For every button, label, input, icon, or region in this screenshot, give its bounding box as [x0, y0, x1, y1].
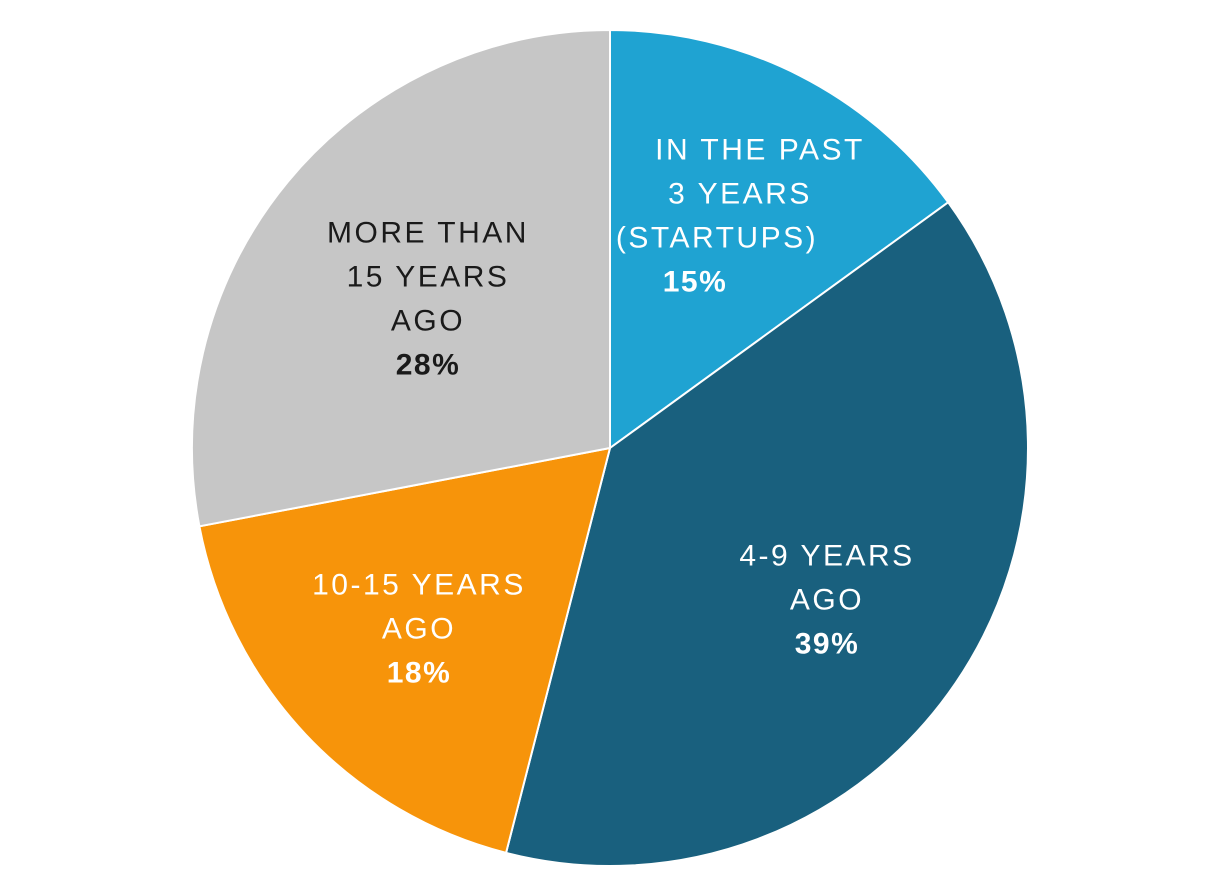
- slice-percent-3: 28%: [396, 349, 461, 382]
- slice-percent-1: 39%: [795, 628, 860, 661]
- slice-label-line: AGO: [391, 305, 465, 338]
- slice-label-line: AGO: [790, 584, 864, 617]
- slice-percent-2: 18%: [387, 657, 452, 690]
- slice-label-line: AGO: [382, 613, 456, 646]
- slice-label-line: 10-15 YEARS: [312, 569, 526, 602]
- slice-label-1: 4-9 YEARS AGO 39%: [739, 540, 914, 661]
- slice-label-line: 15 YEARS: [347, 261, 510, 294]
- slice-label-line: 3 YEARS: [668, 178, 812, 211]
- pie-slice-2: [198, 447, 611, 854]
- slice-label-line: 4-9 YEARS: [739, 540, 914, 573]
- pie-slice-3: [191, 29, 611, 528]
- slice-label-line: (STARTUPS): [616, 222, 818, 255]
- slice-label-3: MORE THAN 15 YEARS AGO 28%: [327, 217, 529, 382]
- slice-label-line: MORE THAN: [327, 217, 529, 250]
- pie-slice-0: [609, 29, 950, 449]
- pie-slice-1: [505, 201, 1029, 867]
- slice-label-line: IN THE PAST: [655, 134, 865, 167]
- slice-percent-0: 15%: [663, 266, 728, 299]
- slice-label-0: IN THE PAST 3 YEARS (STARTUPS) 15%: [616, 134, 865, 299]
- slice-label-2: 10-15 YEARS AGO 18%: [312, 569, 526, 690]
